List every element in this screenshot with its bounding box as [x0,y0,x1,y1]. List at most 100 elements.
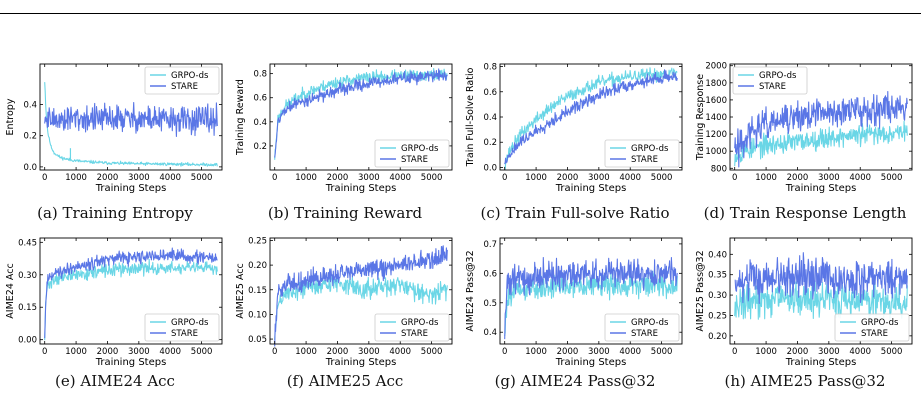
x-tick-label: 5000 [191,173,213,183]
y-tick-label: 0.4 [483,113,497,123]
x-tick-label: 5000 [421,173,443,183]
y-tick-label: 1800 [705,79,727,89]
x-tick-label: 1000 [755,347,777,357]
series-line-stare [734,90,908,168]
x-tick-label: 4000 [849,347,871,357]
caption-aime25-acc: (f) AIME25 Acc [286,372,404,390]
x-tick-label: 0 [42,173,47,183]
y-axis-label: AIME24 Pass@32 [465,250,476,331]
y-tick-label: 1400 [705,113,727,123]
x-tick-label: 2000 [327,347,349,357]
legend-label-stare: STARE [401,329,428,339]
x-tick-label: 5000 [191,347,213,357]
x-tick-label: 3000 [588,173,610,183]
legend-label-grpo-ds: GRPO-ds [401,318,439,328]
panel-aime25-pass32: 0 1000 2000 3000 4000 5000 0.20 0.25 0.30 0.35 0.4… [690,232,920,406]
x-tick-label: 2000 [97,173,119,183]
series-line-stare [44,101,218,138]
series-line-grpo-ds [734,120,908,167]
plot-frame [269,63,453,171]
x-tick-label: 0 [502,173,507,183]
caption-aime25-pass32: (h) AIME25 Pass@32 [724,372,886,390]
x-axis-label: Training Steps [555,183,627,194]
y-tick-label: 2000 [705,62,727,72]
y-tick-label: 0.20 [248,261,267,271]
y-tick-label: 0.2 [253,142,267,152]
y-tick-label: 1000 [705,147,727,157]
x-axis-label: Training Steps [555,357,627,368]
legend-label-stare: STARE [401,155,428,165]
caption-full-solve-ratio: (c) Train Full-solve Ratio [480,204,670,222]
y-axis-label: Entropy [5,98,16,135]
legend-label-grpo-ds: GRPO-ds [759,71,797,81]
y-axis-label: AIME25 Pass@32 [695,250,706,331]
x-axis-label: Training Steps [95,183,167,194]
x-tick-label: 3000 [358,173,380,183]
x-axis-label: Training Steps [785,357,857,368]
x-tick-label: 2000 [557,173,579,183]
legend-label-grpo-ds: GRPO-ds [631,318,669,328]
x-tick-label: 0 [502,347,507,357]
caption-training-entropy: (a) Training Entropy [37,204,193,222]
plot-frame [269,237,453,345]
y-axis-label: Train Full-Solve Ratio [465,67,476,167]
legend-label-grpo-ds: GRPO-ds [401,144,439,154]
x-tick-label: 2000 [557,347,579,357]
legend-box [144,66,220,95]
y-tick-label: 0.0 [483,163,497,173]
x-tick-label: 2000 [787,347,809,357]
x-tick-label: 0 [272,173,277,183]
x-tick-label: 4000 [849,173,871,183]
plot-frame [39,63,223,171]
y-tick-label: 0.4 [483,328,497,338]
chart-response-length: 0 1000 2000 3000 4000 5000 800 1000 1200 1400 1600… [695,62,913,194]
y-tick-label: 0.2 [23,132,37,142]
x-tick-label: 5000 [421,347,443,357]
y-tick-label: 0.25 [248,236,267,246]
legend-label-stare: STARE [631,155,658,165]
y-axis-label: AIME25 Acc [235,263,246,318]
series-line-stare [274,68,448,158]
panel-response-length: 0 1000 2000 3000 4000 5000 800 1000 1200 1400 1600… [690,58,920,248]
x-tick-label: 0 [272,347,277,357]
chart-full-solve-ratio: 0 1000 2000 3000 4000 5000 0.0 0.2 0.4 0.6 0.8 Trai… [465,63,683,194]
panel-training-entropy: 0 1000 2000 3000 4000 5000 0.0 0.2 0.4 Training S… [0,58,230,248]
series-line-stare [734,252,908,305]
x-tick-label: 3000 [818,173,840,183]
series-line-grpo-ds [734,280,908,321]
y-axis-label: AIME24 Acc [5,263,16,318]
x-axis-label: Training Steps [785,183,857,194]
x-tick-label: 2000 [787,173,809,183]
x-tick-label: 4000 [389,173,411,183]
x-tick-label: 1000 [65,173,87,183]
series-line-stare [504,256,678,340]
y-tick-label: 0.45 [18,238,37,248]
x-tick-label: 2000 [327,173,349,183]
y-tick-label: 0.30 [708,291,727,301]
legend-label-stare: STARE [171,329,198,339]
series-line-grpo-ds [44,258,218,341]
x-tick-label: 5000 [651,173,673,183]
x-tick-label: 5000 [651,347,673,357]
y-tick-label: 0.15 [248,286,267,296]
y-axis-label: Training Response [695,74,706,161]
y-tick-label: 0.4 [253,118,267,128]
series-line-stare [274,245,448,347]
x-tick-label: 4000 [159,347,181,357]
y-tick-label: 0.05 [248,335,267,345]
x-axis-label: Training Steps [325,183,397,194]
x-tick-label: 5000 [881,173,903,183]
y-tick-label: 800 [711,164,727,174]
chart-aime24-acc: 0 1000 2000 3000 4000 5000 0.00 0.15 0.30 0.45 Tra… [5,237,223,368]
legend-label-stare: STARE [861,329,888,339]
x-tick-label: 1000 [525,173,547,183]
y-tick-label: 0.6 [483,269,497,279]
x-tick-label: 1000 [295,173,317,183]
x-tick-label: 3000 [128,173,150,183]
legend-box [834,313,910,342]
x-tick-label: 3000 [818,347,840,357]
x-tick-label: 4000 [619,347,641,357]
y-tick-label: 0.8 [253,70,267,80]
x-tick-label: 1000 [65,347,87,357]
series-line-stare [44,247,218,339]
